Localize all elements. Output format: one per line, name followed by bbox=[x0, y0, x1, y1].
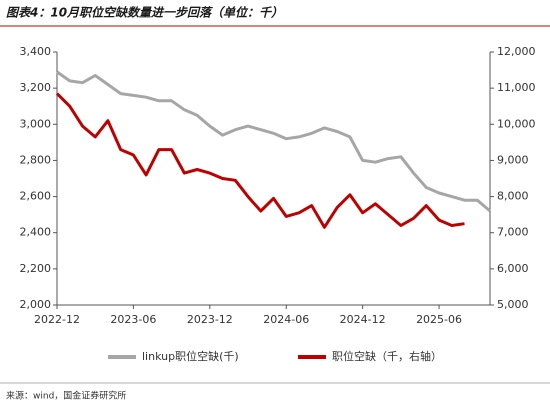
y-tick-label: 2,800 bbox=[20, 153, 52, 166]
y-tick-label: 2,200 bbox=[20, 262, 52, 275]
y2-tick-label: 7,000 bbox=[497, 226, 529, 239]
y-tick-label: 3,000 bbox=[20, 117, 52, 130]
x-tick-label: 2023-06 bbox=[110, 313, 156, 326]
y2-tick-label: 5,000 bbox=[497, 298, 529, 311]
chart-title: 图表4：10月职位空缺数量进一步回落（单位：千） bbox=[6, 6, 283, 20]
series-line bbox=[55, 92, 465, 229]
x-tick-label: 2022-12 bbox=[34, 313, 80, 326]
y-tick-label: 3,400 bbox=[20, 45, 52, 58]
y-tick-label: 2,000 bbox=[20, 298, 52, 311]
y-tick-label: 2,600 bbox=[20, 190, 52, 203]
series-line bbox=[56, 70, 491, 213]
y2-tick-label: 9,000 bbox=[497, 153, 529, 166]
x-tick-label: 2024-06 bbox=[263, 313, 309, 326]
y2-tick-label: 6,000 bbox=[497, 262, 529, 275]
source: 来源：wind，国金证券研究所 bbox=[6, 390, 126, 402]
y2-tick-label: 8,000 bbox=[497, 190, 529, 203]
x-tick-label: 2025-06 bbox=[416, 313, 462, 326]
y-tick-label: 3,200 bbox=[20, 81, 52, 94]
y-tick-label: 2,400 bbox=[20, 226, 52, 239]
legend-label: linkup职位空缺(千) bbox=[142, 349, 239, 363]
y2-tick-label: 11,000 bbox=[497, 81, 536, 94]
x-tick-label: 2024-12 bbox=[340, 313, 386, 326]
y2-tick-label: 10,000 bbox=[497, 117, 536, 130]
x-tick-label: 2023-12 bbox=[187, 313, 233, 326]
y2-tick-label: 12,000 bbox=[497, 45, 536, 58]
legend-label: 职位空缺（千，右轴） bbox=[332, 349, 442, 363]
